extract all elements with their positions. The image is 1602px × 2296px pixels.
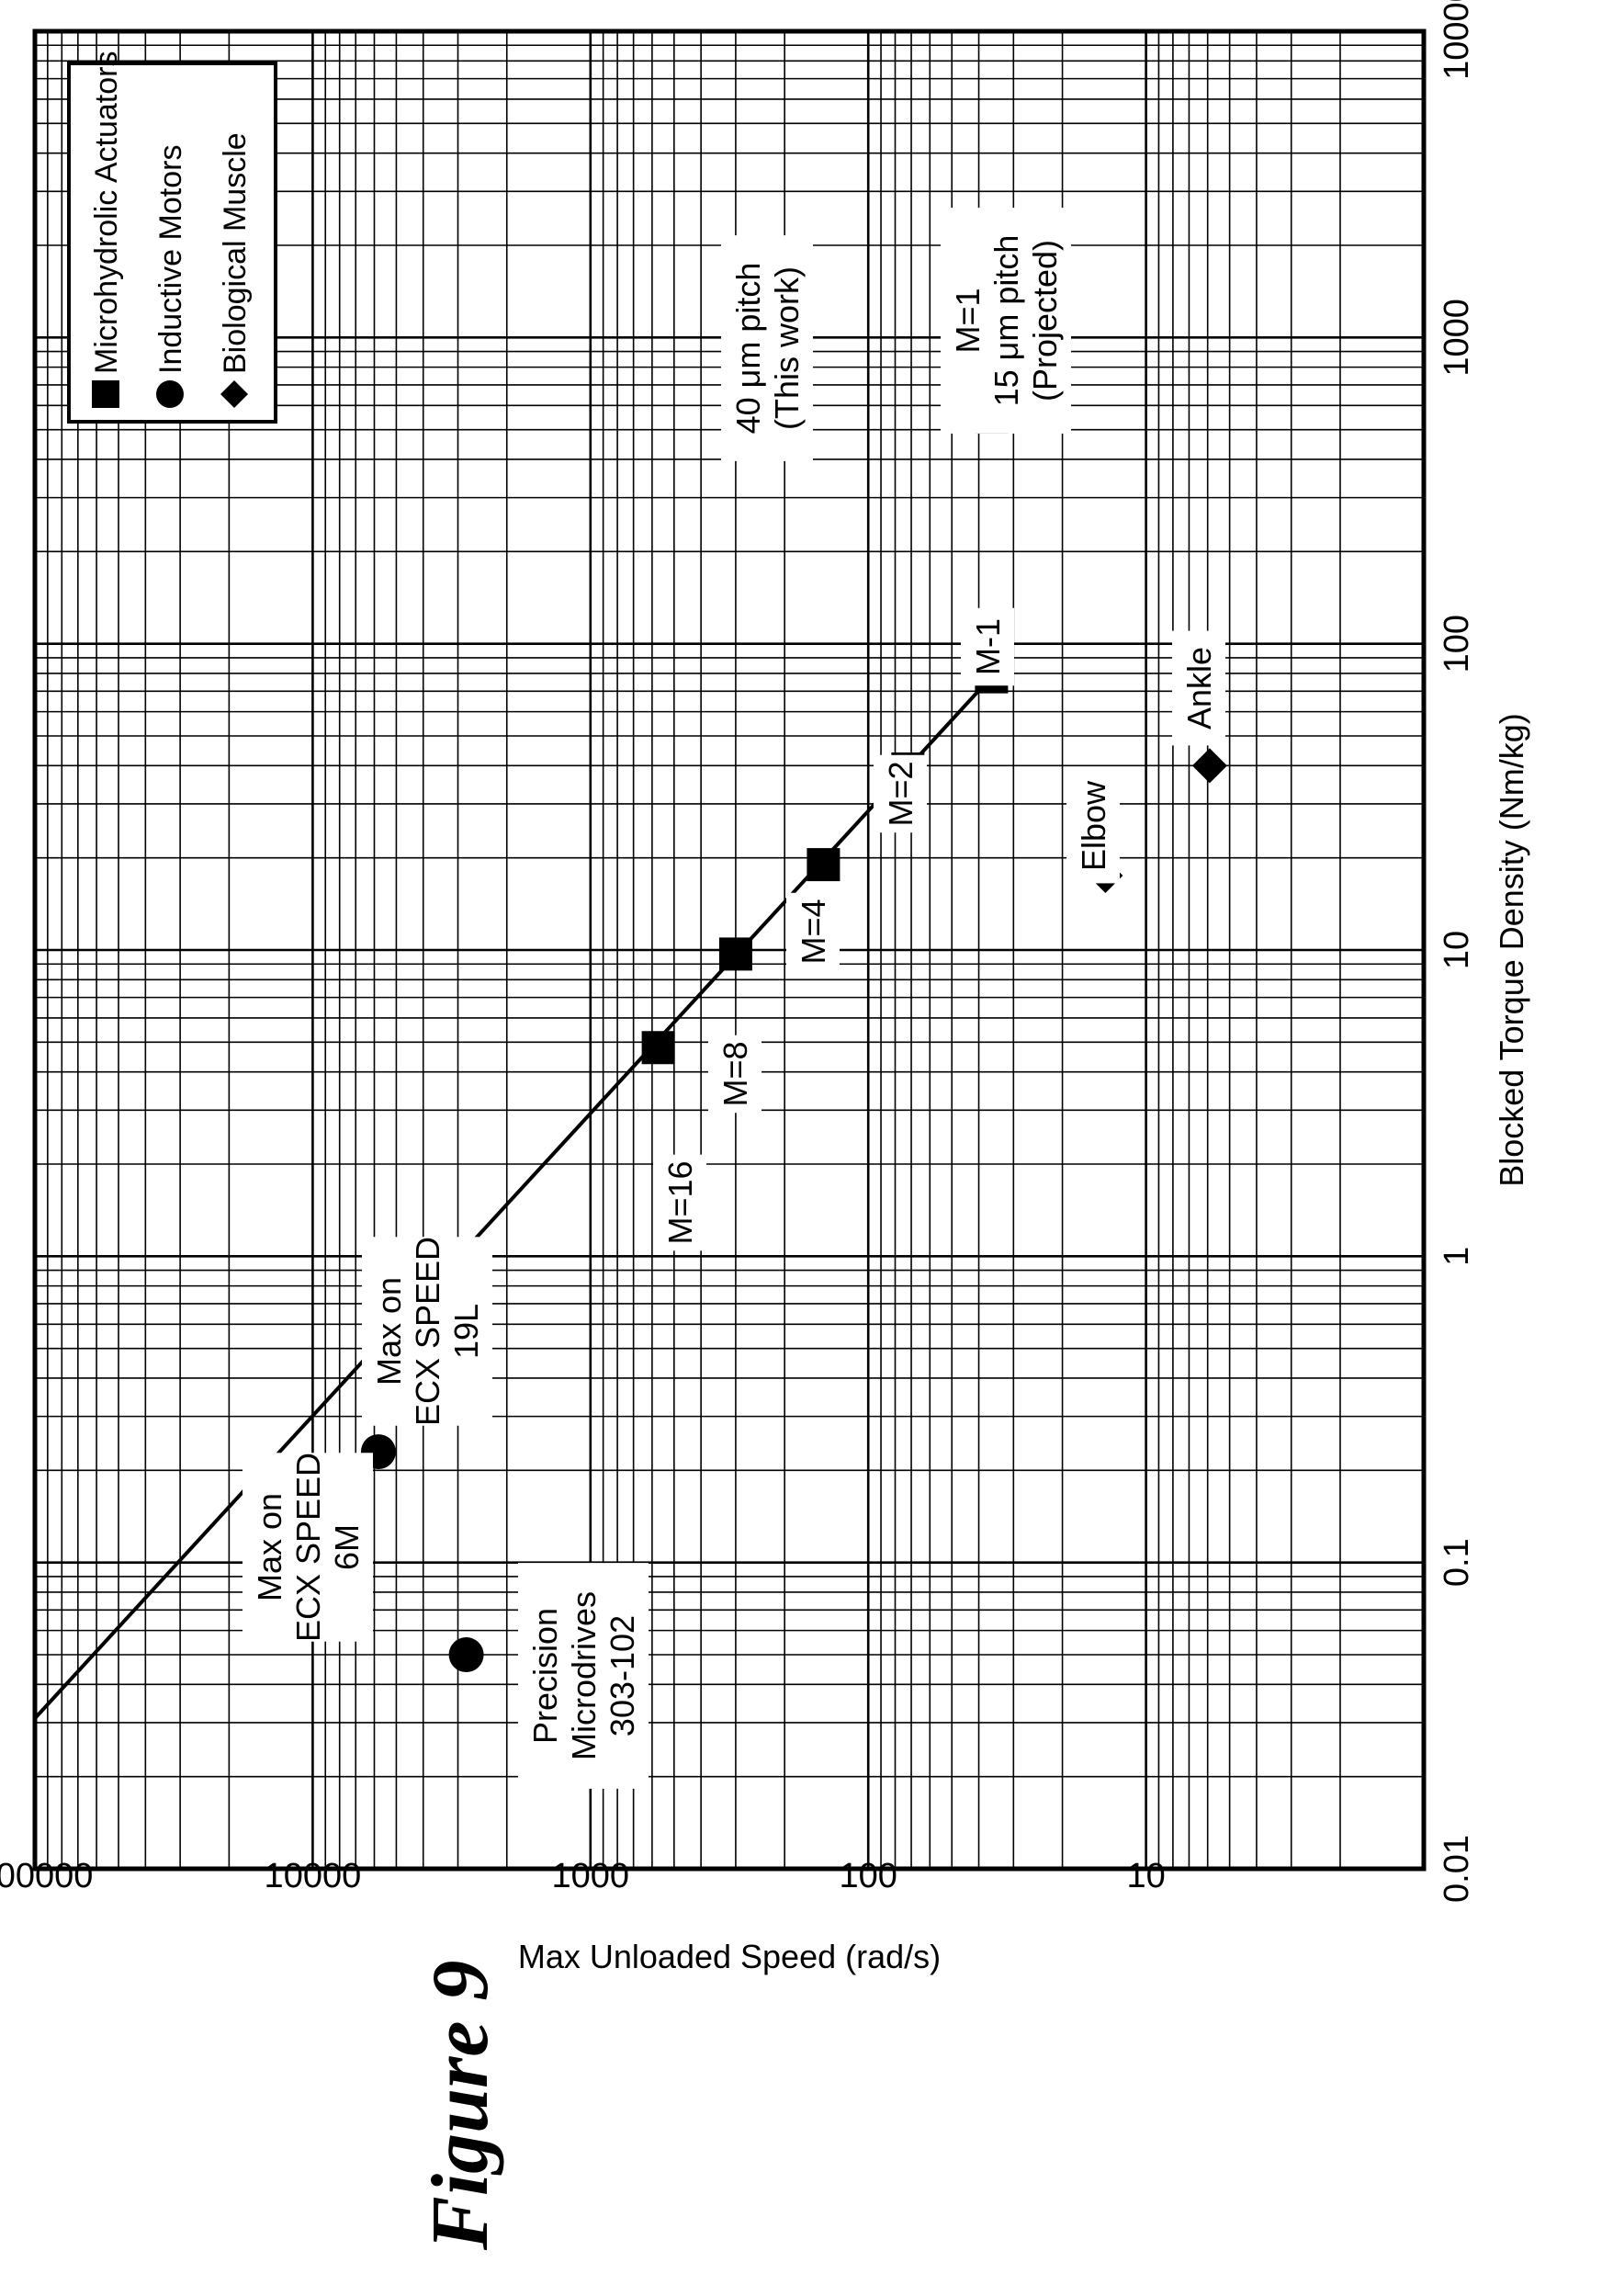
point-m-8 <box>718 937 752 971</box>
annotation-m4: M=4 <box>795 899 832 964</box>
annotation-m8: M=8 <box>716 1041 754 1106</box>
y-tick-label: 10 <box>1126 1857 1165 1895</box>
figure-label: Figure 9 <box>416 1961 505 2251</box>
annotation-backdrop <box>941 208 1071 434</box>
annotation-ecx19l: Max on <box>370 1277 408 1386</box>
annotation-ecx19l: ECX SPEED <box>409 1237 446 1426</box>
x-tick-label: 10000 <box>1438 0 1476 80</box>
annotation-backdrop <box>874 754 927 833</box>
annotation-pitch15: 15 μm pitch <box>987 235 1025 407</box>
annotation-precision: 303-102 <box>604 1615 641 1736</box>
annotation-backdrop <box>786 892 840 971</box>
x-tick-label: 10 <box>1438 931 1476 969</box>
annotation-mminus1: M-1 <box>969 618 1007 675</box>
data-marks <box>330 400 1227 1673</box>
annotation-m16: M=16 <box>661 1160 699 1244</box>
annotation-pitch15: (Projected) <box>1026 240 1064 402</box>
annotations: M=16 M=8 M=4 M=2 M-1 40 μm pitch (This work) M=… <box>243 208 1225 1789</box>
x-axis-label: Blocked Torque Density (Nm/kg) <box>1493 713 1530 1187</box>
annotation-elbow: Elbow <box>1075 780 1112 871</box>
annotation-pitch40: 40 μm pitch <box>729 263 767 435</box>
point-m-4 <box>807 848 840 882</box>
annotation-m2: M=2 <box>882 761 919 826</box>
legend-diamond-icon <box>220 380 248 408</box>
point-ankle <box>1191 748 1227 784</box>
x-tick-label: 100 <box>1438 615 1476 673</box>
annotation-ecx6m: Max on <box>251 1493 288 1601</box>
annotation-backdrop <box>653 1154 706 1251</box>
x-tick-label: 1 <box>1438 1247 1476 1266</box>
point-precision-microdrives-303-102 <box>448 1637 484 1673</box>
annotation-precision: Precision <box>526 1608 564 1744</box>
annotation-ankle: Ankle <box>1180 647 1218 730</box>
annotation-backdrop <box>961 607 1014 686</box>
annotation-ecx19l: 19L <box>447 1304 485 1359</box>
x-tick-label: 1000 <box>1438 299 1476 377</box>
legend-entry-label: Microhydrolic Actuators <box>89 51 124 374</box>
legend-entry-label: Inductive Motors <box>153 145 188 374</box>
annotation-precision: Microdrives <box>565 1591 603 1760</box>
x-tick-labels: 0.01 0.1 1 10 100 1000 10000 <box>1438 0 1476 1903</box>
chart-rotated-frame: 0.01 0.1 1 10 100 1000 10000 10 100 1000 10000 100… <box>0 0 1530 2251</box>
y-tick-label: 1000 <box>552 1857 630 1895</box>
annotation-backdrop <box>243 1453 373 1642</box>
legend: Microhydrolic Actuators Inductive Motors B… <box>67 51 277 424</box>
y-tick-label: 10000 <box>265 1857 362 1895</box>
annotation-pitch15: M=1 <box>949 288 987 353</box>
legend-box <box>67 62 277 424</box>
annotation-backdrop <box>518 1563 649 1789</box>
y-axis-label: Max Unloaded Speed (rad/s) <box>518 1938 941 1975</box>
annotation-pitch40: (This work) <box>768 266 806 430</box>
legend-entry-label: Biological Muscle <box>218 132 253 374</box>
annotation-backdrop <box>362 1237 492 1426</box>
y-tick-label: 100 <box>839 1857 897 1895</box>
annotation-ecx6m: 6M <box>328 1524 366 1570</box>
annotation-backdrop <box>1066 768 1120 884</box>
annotation-ecx6m: ECX SPEED <box>289 1453 327 1642</box>
x-tick-label: 0.01 <box>1438 1835 1476 1903</box>
annotation-backdrop <box>708 1035 762 1114</box>
annotation-backdrop <box>721 235 813 461</box>
annotation-backdrop <box>1172 630 1225 746</box>
legend-circle-icon <box>156 380 184 408</box>
legend-square-icon <box>92 380 119 408</box>
point-m-16 <box>641 1031 675 1065</box>
plot-frame <box>32 28 1427 1872</box>
x-tick-label: 0.1 <box>1438 1538 1476 1587</box>
